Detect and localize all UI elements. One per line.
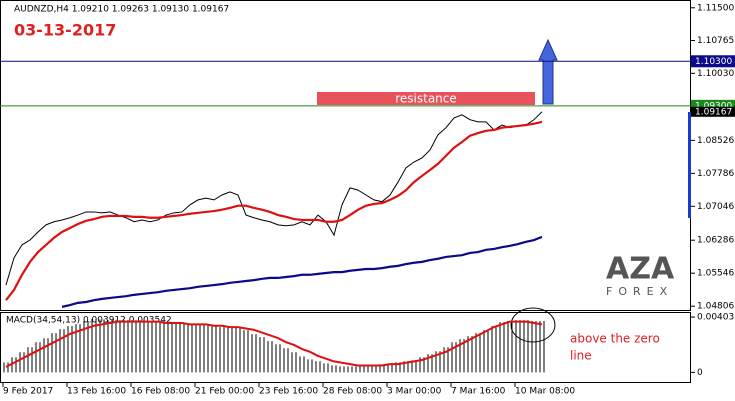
macd-title: MACD(34,54,13) 0.003912 0.003542 (6, 316, 172, 326)
level-label: 1.09300 (695, 101, 732, 111)
x-tick-label: 13 Feb 16:00 (67, 387, 126, 397)
main-plot-frame (0, 0, 691, 311)
price-badge (691, 106, 735, 117)
y-tick-label: 0.004032 (697, 313, 735, 323)
x-tick-label: 28 Feb 08:00 (323, 387, 382, 397)
y-tick-label: 1.10030 (697, 69, 734, 79)
date-annotation: 03-13-2017 (14, 21, 116, 40)
x-tick-label: 9 Feb 2017 (3, 387, 53, 397)
logo-text: AZA (606, 252, 675, 287)
series-line (5, 320, 543, 368)
x-tick-label: 10 Mar 08:00 (515, 387, 575, 397)
series-line (5, 111, 543, 286)
y-tick-label: 1.07786 (697, 169, 734, 179)
x-tick-label: 16 Feb 08:00 (131, 387, 190, 397)
chart-title: AUDNZD,H4 1.09210 1.09263 1.09130 1.0916… (14, 5, 229, 15)
resistance-box (317, 92, 535, 105)
x-tick-label: 3 Mar 00:00 (387, 387, 442, 397)
axis-marker (688, 112, 691, 218)
x-tick-label: 23 Feb 16:00 (259, 387, 318, 397)
level-badge (691, 55, 735, 68)
y-tick-label: 1.10765 (697, 36, 734, 46)
y-tick-label: 1.06286 (697, 236, 734, 246)
series-line (61, 235, 543, 308)
highlight-circle (510, 307, 556, 343)
note-line: above the zero (570, 332, 660, 346)
note-line: line (570, 349, 592, 363)
y-tick-label: 1.04806 (697, 302, 734, 312)
price-label: 1.09167 (695, 107, 732, 117)
y-tick-label: 1.05546 (697, 269, 734, 279)
resistance-label: resistance (395, 92, 457, 106)
up-arrow (538, 38, 558, 105)
logo-subtext: FOREX (606, 285, 673, 298)
level-label: 1.10300 (695, 57, 732, 67)
x-tick-label: 7 Mar 16:00 (451, 387, 506, 397)
y-tick-label: 1.08526 (697, 136, 734, 146)
macd-plot-frame (0, 312, 691, 383)
y-tick-label: 0 (697, 368, 703, 378)
x-tick-label: 21 Feb 00:00 (195, 387, 254, 397)
y-tick-label: 1.11500 (697, 3, 734, 13)
y-tick-label: 1.07046 (697, 202, 734, 212)
series-line (5, 120, 543, 301)
